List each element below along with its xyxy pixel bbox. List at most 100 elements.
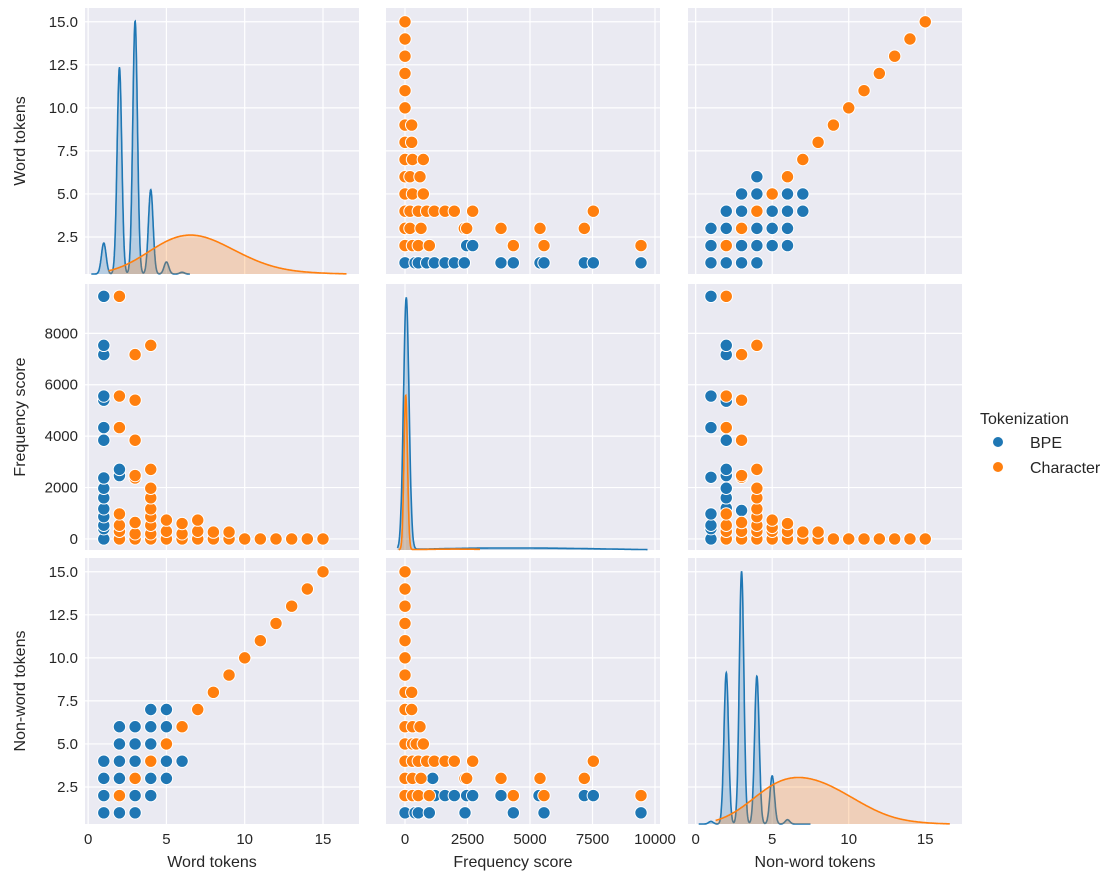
point-character [398,651,412,665]
x-tick-label: 2500 [451,831,484,848]
point-character [284,532,299,546]
legend-label: BPE [1030,435,1062,452]
point-character [206,685,221,699]
point-character [222,525,236,539]
point-character [465,204,480,218]
point-bpe [734,256,749,270]
point-bpe [494,256,508,270]
point-character [128,468,142,483]
panel-background [688,284,962,550]
point-character [191,513,205,527]
x-tick-label: 0 [691,831,699,848]
point-character [175,720,189,734]
point-character [586,204,601,218]
point-bpe [494,788,508,803]
point-character [887,49,902,63]
point-bpe [112,720,127,734]
point-character [112,420,127,435]
point-character [238,532,252,546]
point-character [537,238,551,253]
point-character [586,754,601,768]
point-character [159,524,174,538]
point-character [533,221,547,236]
point-bpe [144,771,158,786]
point-bpe [780,238,795,253]
point-character [918,15,932,29]
point-bpe [447,788,462,803]
panel-background [85,558,359,824]
panel-background [85,8,359,274]
point-bpe [704,518,718,532]
x-axis-label: Frequency score [453,854,572,871]
point-bpe [97,471,111,485]
point-character [494,771,508,786]
point-bpe [97,389,111,403]
point-bpe [128,737,142,751]
x-tick-label: 10 [236,831,253,848]
point-character [857,83,871,98]
point-bpe [704,256,718,270]
point-bpe [750,238,764,253]
point-bpe [97,289,111,304]
point-character [404,702,419,717]
point-character [811,525,825,539]
x-tick-label: 15 [315,831,332,848]
y-tick-label: 12.5 [49,57,78,74]
point-character [750,462,764,477]
y-axis-label: Frequency score [12,357,29,476]
point-bpe [159,720,174,734]
kde-line-character [715,776,950,825]
point-character [128,515,142,530]
point-character [826,118,841,132]
point-bpe [780,221,795,236]
panel-background [688,558,962,824]
x-tick-label: 15 [917,831,934,848]
point-bpe [112,754,127,768]
point-character [506,788,521,803]
point-character [734,433,749,447]
point-bpe [780,187,795,201]
point-bpe [128,806,142,820]
point-character [112,518,127,532]
point-bpe [796,204,810,218]
panel-freq-vs-word [85,284,359,550]
point-character [206,525,221,539]
point-character [903,532,917,546]
point-bpe [750,187,764,201]
panel-word-vs-word [85,8,359,274]
x-tick-label: 0 [401,831,409,848]
panel-freq-vs-freq [386,284,660,550]
point-character [398,32,412,46]
point-character [811,135,825,149]
kde-line-character [398,393,480,551]
point-character [796,152,810,167]
legend-marker-bpe [993,437,1003,447]
point-bpe [97,420,111,435]
point-character [872,532,887,546]
point-bpe [506,806,521,820]
point-bpe [586,256,601,270]
point-bpe [719,204,733,218]
point-character [159,513,174,527]
point-character [750,204,764,218]
y-tick-label: 4000 [45,428,78,445]
point-bpe [704,238,718,253]
point-character [144,754,158,768]
point-character [765,187,779,201]
y-tick-label: 10.0 [49,650,78,667]
y-tick-label: 10.0 [49,100,78,117]
point-character [128,771,142,786]
point-bpe [634,256,648,270]
point-bpe [97,771,111,786]
x-axis-label: Word tokens [167,854,257,871]
point-character [416,187,431,201]
point-character [719,507,733,521]
panel-background [688,8,962,274]
point-bpe [112,737,127,751]
point-bpe [112,462,127,477]
point-bpe [704,289,718,304]
x-axis-label: Non-word tokens [755,854,876,871]
point-character [238,651,252,665]
point-character [300,582,315,596]
